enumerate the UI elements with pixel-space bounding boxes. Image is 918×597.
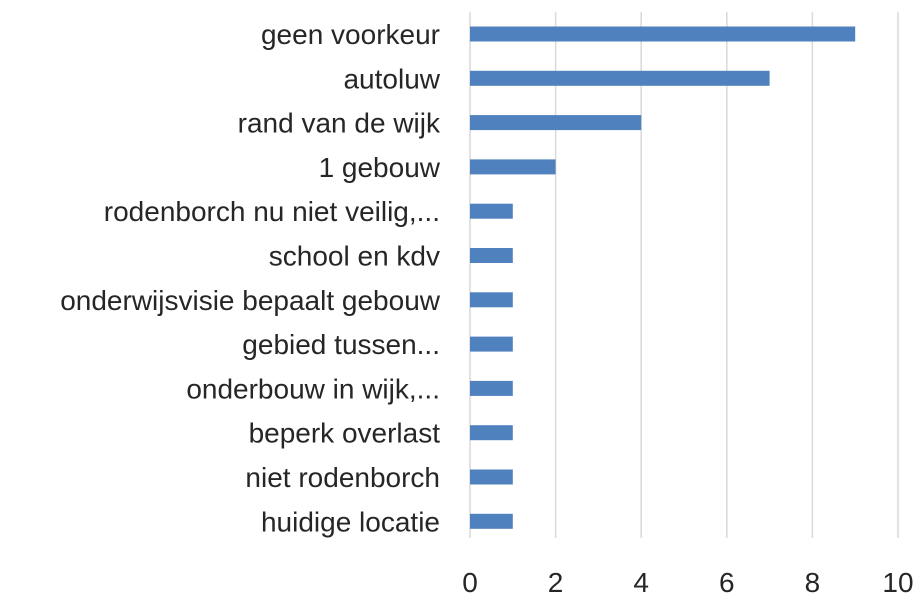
category-label-10: niet rodenborch (245, 462, 440, 493)
gridlines (469, 12, 899, 538)
x-tick-label-8: 8 (805, 567, 821, 597)
category-label-6: onderwijsvisie bepaalt gebouw (60, 285, 441, 316)
bar-4 (470, 203, 513, 219)
category-label-4: rodenborch nu niet veilig,... (104, 196, 440, 227)
category-label-0: geen voorkeur (261, 19, 440, 50)
x-tick-label-2: 2 (548, 567, 564, 597)
x-axis-tick-labels: 0 2 4 6 8 10 (462, 567, 913, 597)
category-label-7: gebied tussen... (242, 329, 440, 360)
x-tick-label-4: 4 (633, 567, 649, 597)
bar-1 (470, 70, 770, 86)
x-tick-label-6: 6 (719, 567, 735, 597)
category-label-8: onderbouw in wijk,... (186, 373, 440, 404)
category-label-1: autoluw (343, 63, 440, 94)
category-label-9: beperk overlast (249, 418, 441, 449)
category-label-2: rand van de wijk (238, 108, 441, 139)
bar-7 (470, 336, 513, 352)
x-tick-label-0: 0 (462, 567, 478, 597)
category-label-3: 1 gebouw (319, 152, 441, 183)
bar-6 (470, 292, 513, 308)
bar-0 (470, 26, 856, 42)
x-tick-label-10: 10 (882, 567, 913, 597)
bar-5 (470, 248, 513, 263)
category-label-5: school en kdv (269, 241, 440, 272)
bar-9 (470, 425, 513, 441)
bar-2 (470, 115, 642, 131)
category-label-11: huidige locatie (261, 506, 440, 537)
category-labels: geen voorkeur autoluw rand van de wijk 1 ge… (60, 19, 441, 537)
bar-10 (470, 469, 513, 485)
bar-3 (470, 159, 556, 175)
bar-11 (470, 513, 513, 529)
bar-8 (470, 380, 513, 396)
bars (470, 26, 856, 529)
